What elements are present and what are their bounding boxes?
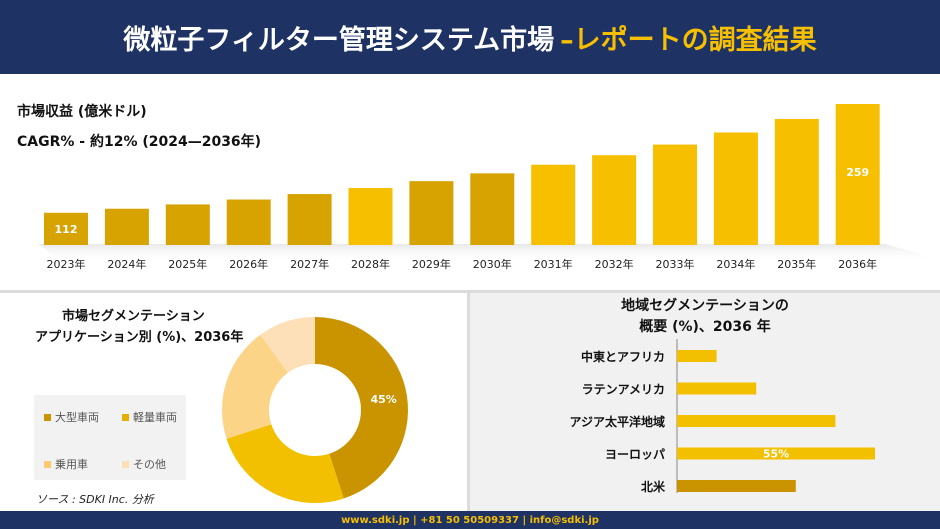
revenue-data-label: 112 <box>55 223 78 236</box>
revenue-bar <box>165 204 210 245</box>
donut-slice <box>226 424 344 503</box>
legend-swatch <box>122 413 129 421</box>
revenue-bar <box>531 164 576 245</box>
title-accent: –レポートの調査結果 <box>560 24 817 56</box>
revenue-tick-label: 2029年 <box>412 257 451 271</box>
revenue-bar <box>713 132 758 245</box>
donut-data-label: 45% <box>370 393 396 406</box>
region-category-label: ラテンアメリカ <box>582 383 665 397</box>
donut-slice <box>260 317 315 373</box>
footer-contact: www.sdki.jp | +81 50 50509337 | info@sdk… <box>341 514 599 526</box>
legend-item-passenger: 乗用車 <box>44 456 88 472</box>
region-data-labels: 55% <box>763 448 789 461</box>
legend-swatch <box>44 413 51 421</box>
title-main: 微粒子フィルター管理システム市場 <box>123 24 555 56</box>
region-bars <box>677 350 875 492</box>
application-title-line-2: アプリケーション別 (%)、2036年 <box>35 330 244 345</box>
donut-data-labels: 45% <box>370 393 396 406</box>
revenue-bar <box>104 208 149 245</box>
region-bar <box>677 415 836 427</box>
revenue-tick-label: 2034年 <box>716 257 755 271</box>
legend-label: 乗用車 <box>55 458 88 471</box>
revenue-bar <box>470 173 515 245</box>
revenue-data-labels: 112 259 <box>55 166 870 236</box>
revenue-bar <box>653 144 697 245</box>
legend-item-other: その他 <box>122 456 166 472</box>
revenue-tick-label: 2025年 <box>168 257 207 271</box>
legend-label: 軽量車両 <box>133 411 177 424</box>
revenue-tick-label: 2027年 <box>290 257 329 271</box>
application-donut-chart: 45% <box>221 317 409 503</box>
donut-slice <box>315 317 409 499</box>
application-title-line-1: 市場セグメンテーション <box>62 309 205 324</box>
revenue-label: 市場収益 (億米ドル) <box>17 104 147 120</box>
cagr-label: CAGR% - 約12% (2024—2036年) <box>17 134 262 150</box>
regional-chart-title: 地域セグメンテーションの 概要 (%)、2036 年 <box>470 296 940 338</box>
divider-vertical <box>467 293 470 511</box>
legend-item-light: 軽量車両 <box>122 409 177 425</box>
revenue-bar <box>44 212 88 245</box>
revenue-bar <box>592 155 637 245</box>
revenue-tick-label: 2035年 <box>777 257 816 271</box>
revenue-bar <box>835 104 880 245</box>
revenue-bar-chart: 2023年 2024年 2025年 2026年 2027年 2028年 2029年 2030年… <box>38 104 940 271</box>
revenue-bar <box>774 118 819 245</box>
revenue-tick-label: 2033年 <box>656 257 695 271</box>
legend-swatch <box>122 460 129 468</box>
revenue-bars <box>44 104 880 245</box>
legend-swatch <box>44 460 51 468</box>
divider-horizontal <box>0 290 940 293</box>
revenue-tick-label: 2036年 <box>838 257 877 271</box>
revenue-tick-labels: 2023年 2024年 2025年 2026年 2027年 2028年 2029年 2030年… <box>47 257 878 271</box>
region-bar <box>677 447 875 460</box>
application-segment-panel: 市場セグメンテーション アプリケーション別 (%)、2036年 大型車両 軽量車… <box>0 293 467 511</box>
header-bar <box>0 0 940 74</box>
revenue-tick-label: 2023年 <box>47 257 86 271</box>
revenue-tick-label: 2030年 <box>473 257 512 271</box>
revenue-tick-label: 2031年 <box>534 257 573 271</box>
legend-label: その他 <box>133 458 166 471</box>
region-category-label: 北米 <box>641 479 666 494</box>
donut-slice <box>221 334 288 439</box>
revenue-bar <box>226 199 271 245</box>
page-title: 微粒子フィルター管理システム市場 –レポートの調査結果 <box>0 0 940 74</box>
regional-title-line-2: 概要 (%)、2036 年 <box>639 319 771 335</box>
donut-slices <box>221 317 409 503</box>
regional-title-line-1: 地域セグメンテーションの <box>621 298 789 314</box>
revenue-tick-label: 2024年 <box>107 257 146 271</box>
bar-shadow <box>38 244 940 260</box>
revenue-tick-label: 2028年 <box>351 257 390 271</box>
legend-label: 大型車両 <box>55 411 99 424</box>
region-bar <box>677 480 796 492</box>
footer-bar: www.sdki.jp | +81 50 50509337 | info@sdk… <box>0 511 940 529</box>
revenue-panel: 2023年 2024年 2025年 2026年 2027年 2028年 2029年 2030年… <box>0 74 940 288</box>
region-data-label: 55% <box>763 448 789 461</box>
revenue-tick-label: 2026年 <box>229 257 268 271</box>
revenue-data-label: 259 <box>846 166 869 179</box>
region-category-label: ヨーロッパ <box>605 448 665 462</box>
legend-item-heavy: 大型車両 <box>44 409 99 425</box>
region-bar <box>677 382 757 395</box>
regional-segment-panel: 地域セグメンテーションの 概要 (%)、2036 年 中東とアフリカ ラテンアメリ… <box>470 293 940 511</box>
region-category-label: アジア太平洋地域 <box>569 414 665 429</box>
region-category-label: 中東とアフリカ <box>581 349 665 364</box>
region-bar <box>677 350 717 362</box>
revenue-bar <box>287 194 332 245</box>
application-chart-title: 市場セグメンテーション アプリケーション別 (%)、2036年 <box>35 306 243 348</box>
revenue-bar <box>409 181 454 245</box>
source-note: ソース : SDKI Inc. 分析 <box>36 493 154 506</box>
revenue-bar <box>348 188 393 245</box>
donut-legend: 大型車両 軽量車両 乗用車 その他 <box>34 395 186 480</box>
revenue-tick-label: 2032年 <box>595 257 634 271</box>
